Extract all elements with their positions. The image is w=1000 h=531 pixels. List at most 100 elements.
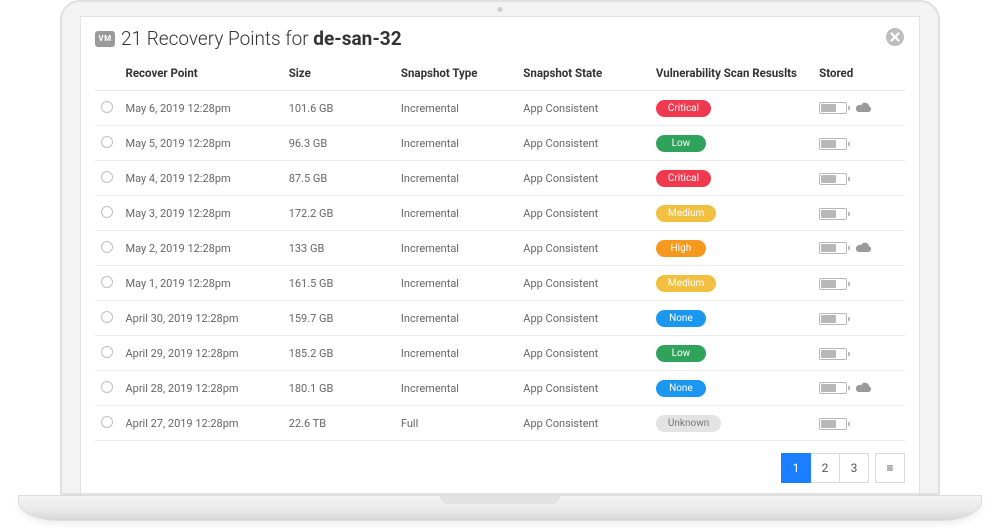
vulnerability-badge: High	[656, 240, 706, 257]
cell-recover-point: May 2, 2019 12:28pm	[119, 231, 282, 266]
cell-snapshot-type: Incremental	[395, 126, 517, 161]
pagination-menu-button[interactable]: ≡	[875, 453, 905, 483]
select-radio[interactable]	[101, 346, 113, 358]
cell-snapshot-state: App Consistent	[517, 371, 650, 406]
vulnerability-badge: Low	[656, 345, 706, 362]
cell-recover-point: April 28, 2019 12:28pm	[119, 371, 282, 406]
select-radio[interactable]	[101, 171, 113, 183]
cell-vulnerability: Critical	[650, 161, 813, 196]
camera-dot	[498, 7, 503, 12]
col-header-snapshot-state[interactable]: Snapshot State	[517, 58, 650, 91]
cell-vulnerability: Low	[650, 336, 813, 371]
cell-stored	[813, 266, 905, 301]
cell-recover-point: May 4, 2019 12:28pm	[119, 161, 282, 196]
select-radio[interactable]	[101, 101, 113, 113]
cell-vulnerability: None	[650, 301, 813, 336]
cell-snapshot-type: Full	[395, 406, 517, 441]
cell-snapshot-type: Incremental	[395, 196, 517, 231]
col-header-size[interactable]: Size	[283, 58, 395, 91]
storage-battery-icon	[819, 313, 847, 325]
table-row: April 29, 2019 12:28pm185.2 GBIncrementa…	[95, 336, 905, 371]
cell-stored	[813, 371, 905, 406]
cell-stored	[813, 336, 905, 371]
cell-size: 180.1 GB	[283, 371, 395, 406]
table-row: May 3, 2019 12:28pm172.2 GBIncrementalAp…	[95, 196, 905, 231]
storage-battery-icon	[819, 208, 847, 220]
table-row: April 28, 2019 12:28pm180.1 GBIncrementa…	[95, 371, 905, 406]
storage-battery-icon	[819, 102, 847, 114]
laptop-base	[18, 495, 982, 521]
col-header-recover-point[interactable]: Recover Point	[119, 58, 282, 91]
select-radio[interactable]	[101, 381, 113, 393]
vulnerability-badge: Unknown	[656, 415, 721, 432]
cell-vulnerability: Critical	[650, 91, 813, 126]
cell-snapshot-state: App Consistent	[517, 301, 650, 336]
cell-snapshot-state: App Consistent	[517, 161, 650, 196]
cell-size: 96.3 GB	[283, 126, 395, 161]
close-icon[interactable]	[885, 27, 905, 47]
cell-stored	[813, 231, 905, 266]
select-radio[interactable]	[101, 206, 113, 218]
cell-snapshot-type: Incremental	[395, 336, 517, 371]
cell-stored	[813, 126, 905, 161]
cell-size: 185.2 GB	[283, 336, 395, 371]
vulnerability-badge: Low	[656, 135, 706, 152]
cell-vulnerability: Medium	[650, 266, 813, 301]
cell-snapshot-state: App Consistent	[517, 336, 650, 371]
col-header-snapshot-type[interactable]: Snapshot Type	[395, 58, 517, 91]
title-target: de-san-32	[313, 27, 401, 50]
table-row: May 4, 2019 12:28pm87.5 GBIncrementalApp…	[95, 161, 905, 196]
cell-size: 133 GB	[283, 231, 395, 266]
cloud-icon	[855, 241, 873, 256]
cell-vulnerability: None	[650, 371, 813, 406]
cell-size: 101.6 GB	[283, 91, 395, 126]
col-header-stored[interactable]: Stored	[813, 58, 905, 91]
cell-stored	[813, 301, 905, 336]
page-title: 21 Recovery Points for de-san-32	[121, 27, 402, 50]
cell-recover-point: May 6, 2019 12:28pm	[119, 91, 282, 126]
cell-vulnerability: Low	[650, 126, 813, 161]
select-radio[interactable]	[101, 276, 113, 288]
storage-battery-icon	[819, 242, 847, 254]
storage-battery-icon	[819, 278, 847, 290]
cell-snapshot-type: Incremental	[395, 161, 517, 196]
table-row: May 2, 2019 12:28pm133 GBIncrementalApp …	[95, 231, 905, 266]
cell-vulnerability: High	[650, 231, 813, 266]
table-row: May 6, 2019 12:28pm101.6 GBIncrementalAp…	[95, 91, 905, 126]
cell-size: 172.2 GB	[283, 196, 395, 231]
storage-battery-icon	[819, 418, 847, 430]
storage-battery-icon	[819, 382, 847, 394]
page-button-3[interactable]: 3	[839, 453, 869, 483]
page-button-1[interactable]: 1	[781, 453, 811, 483]
cell-recover-point: April 27, 2019 12:28pm	[119, 406, 282, 441]
laptop-frame: VM 21 Recovery Points for de-san-32 Reco…	[60, 0, 940, 495]
select-radio[interactable]	[101, 136, 113, 148]
title-prefix: 21 Recovery Points for	[121, 27, 313, 50]
cell-size: 159.7 GB	[283, 301, 395, 336]
cell-snapshot-state: App Consistent	[517, 406, 650, 441]
cloud-icon	[855, 101, 873, 116]
cell-snapshot-state: App Consistent	[517, 91, 650, 126]
cell-recover-point: May 3, 2019 12:28pm	[119, 196, 282, 231]
cell-stored	[813, 406, 905, 441]
recovery-points-table: Recover Point Size Snapshot Type Snapsho…	[81, 58, 919, 441]
select-radio[interactable]	[101, 416, 113, 428]
vulnerability-badge: Medium	[656, 205, 716, 222]
cell-stored	[813, 161, 905, 196]
cell-vulnerability: Medium	[650, 196, 813, 231]
cloud-icon	[855, 381, 873, 396]
cell-snapshot-state: App Consistent	[517, 231, 650, 266]
cell-snapshot-state: App Consistent	[517, 196, 650, 231]
col-header-vulnerability[interactable]: Vulnerability Scan Resuslts	[650, 58, 813, 91]
laptop-notch	[440, 496, 560, 504]
cell-size: 87.5 GB	[283, 161, 395, 196]
page-button-2[interactable]: 2	[810, 453, 840, 483]
table-row: May 5, 2019 12:28pm96.3 GBIncrementalApp…	[95, 126, 905, 161]
cell-recover-point: May 5, 2019 12:28pm	[119, 126, 282, 161]
modal-header: VM 21 Recovery Points for de-san-32	[81, 17, 919, 58]
select-radio[interactable]	[101, 241, 113, 253]
vm-badge: VM	[95, 31, 115, 47]
select-radio[interactable]	[101, 311, 113, 323]
cell-recover-point: April 29, 2019 12:28pm	[119, 336, 282, 371]
storage-battery-icon	[819, 348, 847, 360]
